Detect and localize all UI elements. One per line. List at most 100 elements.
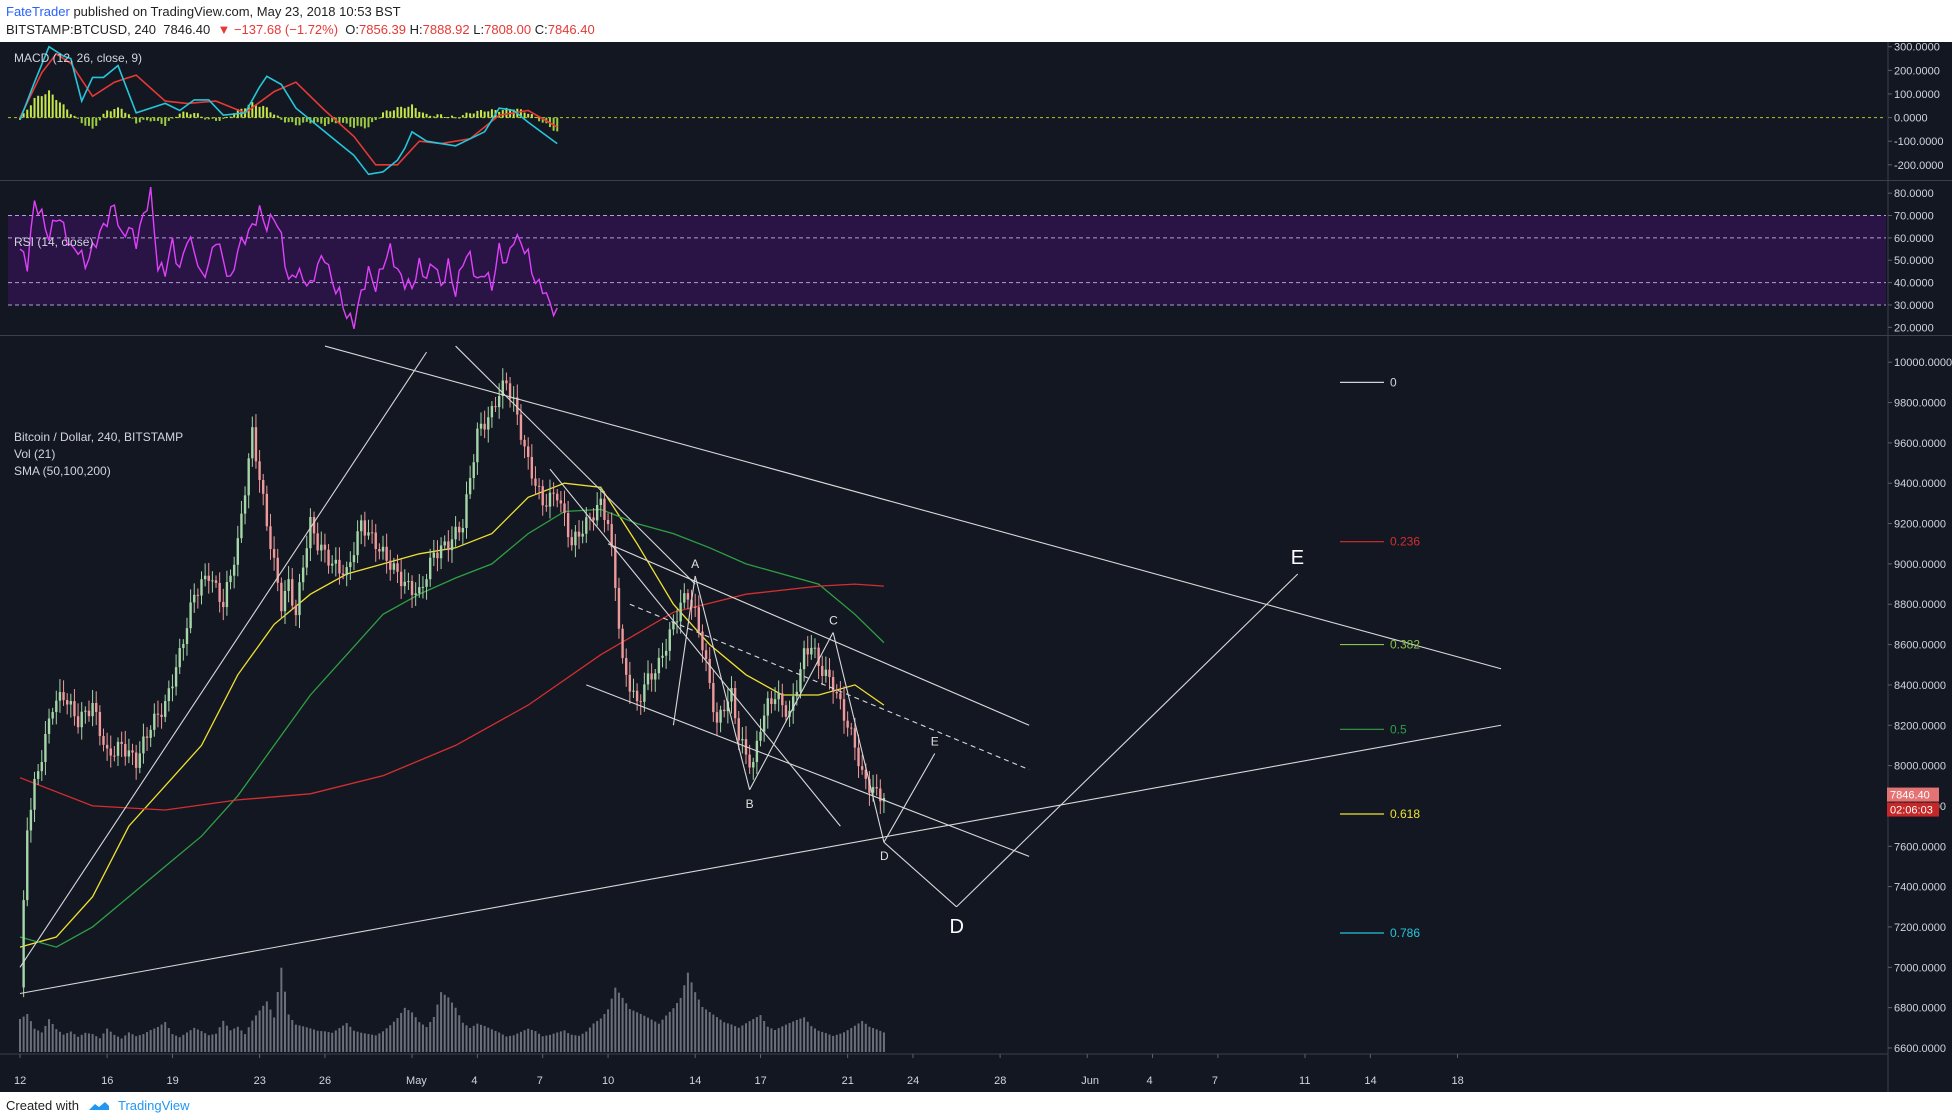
tradingview-brand[interactable]: TradingView xyxy=(118,1098,190,1113)
macd-histogram-bar xyxy=(102,113,105,118)
volume-bar xyxy=(48,1019,51,1052)
volume-bar xyxy=(821,1031,824,1052)
volume-bar xyxy=(784,1024,787,1052)
candle-body xyxy=(628,674,632,692)
volume-bar xyxy=(563,1030,566,1052)
macd-histogram-bar xyxy=(48,90,51,118)
candle-body xyxy=(291,579,294,606)
volume-bar xyxy=(450,1002,453,1052)
macd-histogram-bar xyxy=(469,113,472,118)
price-tick-label: 9600.0000 xyxy=(1894,438,1946,450)
volume-bar xyxy=(305,1027,308,1052)
macd-histogram-bar xyxy=(113,109,116,118)
volume-bar xyxy=(356,1031,359,1052)
macd-histogram-bar xyxy=(534,116,537,118)
macd-histogram-bar xyxy=(382,112,384,118)
candle-body xyxy=(196,594,200,596)
abcde-leg xyxy=(694,575,751,790)
fib-level-label: 0.382 xyxy=(1390,638,1420,652)
candle-body xyxy=(211,580,214,582)
candle-body xyxy=(592,517,595,521)
volume-bar xyxy=(752,1019,755,1052)
volume-bar xyxy=(95,1036,98,1052)
author-link[interactable]: FateTrader xyxy=(6,4,70,19)
candle-body xyxy=(276,557,279,583)
volume-bar xyxy=(643,1015,646,1052)
volume-bar xyxy=(882,1032,885,1052)
volume-bar xyxy=(175,1035,178,1052)
volume-bar xyxy=(636,1012,639,1052)
macd-histogram-bar xyxy=(233,113,236,118)
candle-body xyxy=(80,711,83,728)
candle-body xyxy=(813,647,817,649)
rsi-tick-label: 70.0000 xyxy=(1894,211,1934,223)
candle-body xyxy=(414,593,417,596)
candle-body xyxy=(367,532,370,536)
volume-bar xyxy=(342,1025,345,1052)
macd-histogram-bar xyxy=(40,96,43,118)
chart-stage[interactable]: 300.0000 200.0000 100.0000 0.0000 -100.0000 -… xyxy=(0,42,1952,1092)
price-title: Bitcoin / Dollar, 240, BITSTAMP xyxy=(14,430,183,444)
candle-body xyxy=(95,702,98,712)
macd-histogram-bar xyxy=(447,117,450,119)
volume-bar xyxy=(817,1030,820,1052)
candle-body xyxy=(693,606,697,608)
candle-body xyxy=(461,527,465,533)
macd-histogram-bar xyxy=(215,117,218,121)
sma-line xyxy=(19,583,884,811)
candle-body xyxy=(363,520,367,536)
volume-bar xyxy=(828,1034,831,1052)
candle-body xyxy=(407,581,410,583)
volume-bar xyxy=(411,1012,414,1052)
macd-histogram-bar xyxy=(73,115,76,118)
candle-body xyxy=(421,586,425,588)
candle-body xyxy=(214,580,218,583)
macd-tick-label: -200.0000 xyxy=(1894,160,1944,172)
volume-bar xyxy=(91,1034,94,1052)
candle-body xyxy=(26,830,29,901)
macd-histogram-bar xyxy=(211,117,214,119)
abcde-leg xyxy=(883,753,936,843)
volume-bar xyxy=(407,1010,410,1052)
candle-body xyxy=(116,741,120,756)
volume-bar xyxy=(541,1036,544,1052)
abcde-leg xyxy=(672,575,696,726)
macd-histogram-bar xyxy=(131,117,134,119)
volume-bar xyxy=(777,1028,780,1052)
volume-bar xyxy=(225,1025,228,1052)
volume-bar xyxy=(857,1023,860,1052)
volume-bar xyxy=(193,1027,196,1052)
macd-histogram-bar xyxy=(487,111,490,118)
volume-bar xyxy=(182,1034,185,1052)
candle-body xyxy=(301,567,305,583)
candle-body xyxy=(505,380,508,384)
time-tick-label: 7 xyxy=(1212,1075,1218,1087)
candle-body xyxy=(167,688,171,702)
candle-body xyxy=(174,667,178,687)
macd-histogram-bar xyxy=(135,117,138,124)
candle-body xyxy=(617,587,621,629)
candle-body xyxy=(864,769,867,779)
candle-body xyxy=(432,552,436,558)
volume-bar xyxy=(625,1003,628,1052)
candle-body xyxy=(47,718,51,734)
candle-body xyxy=(428,557,432,580)
volume-bar xyxy=(879,1030,882,1052)
volume-bar xyxy=(868,1026,871,1052)
candle-body xyxy=(109,748,112,756)
macd-signal-line xyxy=(19,52,558,166)
time-tick-label: 4 xyxy=(1147,1075,1153,1087)
candle-body xyxy=(247,458,250,496)
candle-body xyxy=(98,711,102,737)
candle-body xyxy=(704,650,708,659)
volume-bar xyxy=(385,1028,388,1052)
volume-bar xyxy=(55,1029,58,1052)
macd-histogram-bar xyxy=(472,113,475,118)
volume-bar xyxy=(799,1018,802,1052)
volume-bar xyxy=(483,1026,486,1052)
macd-histogram-bar xyxy=(389,111,392,118)
chart-svg[interactable]: 300.0000 200.0000 100.0000 0.0000 -100.0000 -… xyxy=(0,42,1952,1092)
volume-bar xyxy=(371,1034,374,1052)
volume-bar xyxy=(320,1031,323,1052)
candle-body xyxy=(65,700,69,705)
